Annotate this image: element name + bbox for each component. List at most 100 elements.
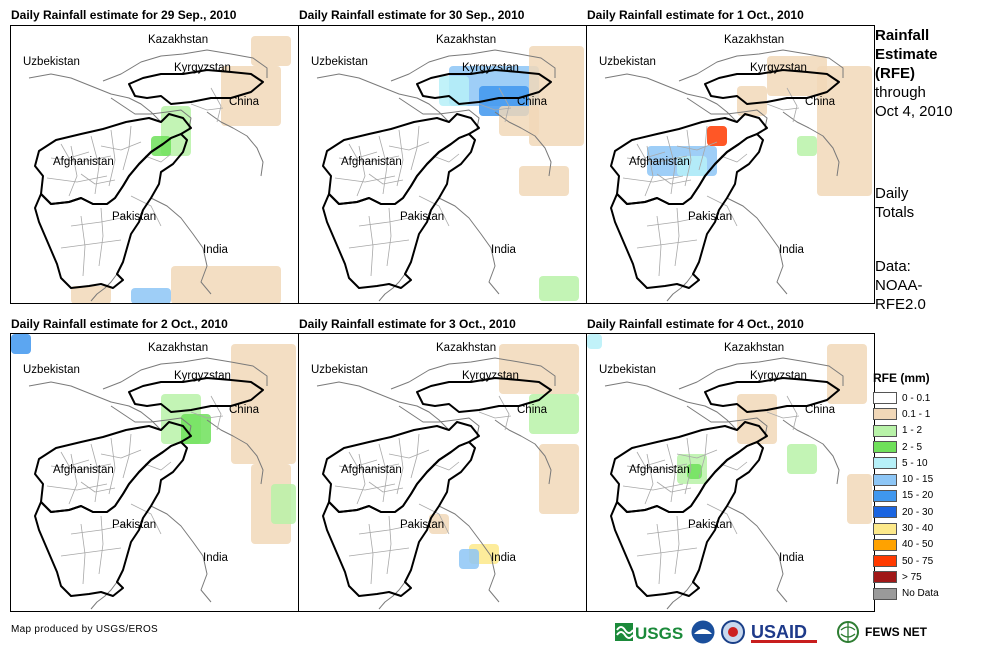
country-label-kyrgyzstan: Kyrgyzstan [750, 62, 807, 74]
legend-label: 1 - 2 [902, 425, 923, 437]
rain-patch [221, 66, 281, 126]
country-label-india: India [779, 244, 804, 256]
legend-item: No Data [873, 586, 939, 602]
country-label-kazakhstan: Kazakhstan [436, 342, 497, 354]
country-label-india: India [491, 552, 516, 564]
panel-title-4: Daily Rainfall estimate for 2 Oct., 2010 [11, 317, 228, 331]
country-label-uzbekistan: Uzbekistan [23, 364, 80, 376]
legend-swatch [873, 555, 897, 568]
rain-patch [499, 344, 579, 394]
sidebar-data-source: Data: NOAA- RFE2.0 [875, 257, 926, 314]
country-label-afghanistan: Afghanistan [53, 464, 114, 476]
legend-swatch [873, 489, 897, 502]
map-canvas [587, 334, 872, 610]
country-label-pakistan: Pakistan [112, 211, 157, 223]
legend-title: RFE (mm) [873, 371, 930, 385]
legend-item: 50 - 75 [873, 553, 939, 569]
legend-item: 40 - 50 [873, 537, 939, 553]
rain-patch [817, 66, 872, 196]
legend-swatch [873, 457, 897, 470]
legend-swatch [873, 441, 897, 454]
rain-patch [171, 266, 281, 303]
legend-label: No Data [902, 588, 939, 600]
country-label-pakistan: Pakistan [112, 519, 157, 531]
legend-item: 30 - 40 [873, 520, 939, 536]
legend-label: 0 - 0.1 [902, 392, 931, 404]
rain-patch [539, 276, 579, 301]
legend-item: 5 - 10 [873, 455, 939, 471]
country-label-afghanistan: Afghanistan [629, 156, 690, 168]
rain-patch [231, 344, 296, 464]
panel-title-3: Daily Rainfall estimate for 1 Oct., 2010 [587, 8, 804, 22]
country-label-afghanistan: Afghanistan [341, 156, 402, 168]
fewsnet-label: FEWS NET [865, 625, 927, 639]
rain-patch [677, 156, 707, 176]
legend-item: 20 - 30 [873, 504, 939, 520]
panel-title-5: Daily Rainfall estimate for 3 Oct., 2010 [299, 317, 516, 331]
legend-label: 40 - 50 [902, 539, 934, 551]
country-label-china: China [229, 96, 260, 108]
legend-label: 20 - 30 [902, 506, 934, 518]
map-canvas [11, 334, 296, 610]
country-label-uzbekistan: Uzbekistan [311, 364, 368, 376]
country-label-kazakhstan: Kazakhstan [148, 342, 209, 354]
country-label-pakistan: Pakistan [400, 211, 445, 223]
sidebar-totals: Totals [875, 204, 915, 221]
map-panel: Kazakhstan Uzbekistan Kyrgyzstan China Afgha… [10, 25, 299, 304]
sidebar-date: Oct 4, 2010 [875, 103, 953, 120]
usgs-label: USGS [635, 624, 683, 643]
country-label-kazakhstan: Kazakhstan [724, 342, 785, 354]
country-label-india: India [779, 552, 804, 564]
country-label-kyrgyzstan: Kyrgyzstan [750, 370, 807, 382]
panel-title-6: Daily Rainfall estimate for 4 Oct., 2010 [587, 317, 804, 331]
usaid-label: USAID [751, 622, 807, 642]
country-label-kazakhstan: Kazakhstan [724, 34, 785, 46]
country-label-china: China [805, 96, 836, 108]
map-canvas [604, 49, 872, 302]
rain-patch [737, 394, 777, 444]
legend-label: > 75 [902, 571, 922, 583]
rain-patch [847, 474, 872, 524]
map-panel: Kazakhstan Uzbekistan Kyrgyzstan China Afgha… [586, 25, 875, 304]
map-canvas [316, 46, 584, 302]
country-label-china: China [517, 404, 548, 416]
rain-patch [529, 46, 584, 146]
legend-item: 10 - 15 [873, 471, 939, 487]
legend: 0 - 0.1 0.1 - 1 1 - 2 2 - 5 5 - 10 10 - 15 15 … [873, 390, 939, 602]
country-label-afghanistan: Afghanistan [53, 156, 114, 168]
sidebar-title-line3: (RFE) [875, 65, 915, 82]
rain-patch [539, 444, 579, 514]
sidebar-daily-totals: Daily Totals [875, 184, 914, 222]
legend-label: 30 - 40 [902, 523, 934, 535]
legend-label: 0.1 - 1 [902, 408, 931, 420]
rain-patch [797, 136, 817, 156]
country-label-kyrgyzstan: Kyrgyzstan [174, 62, 231, 74]
country-label-pakistan: Pakistan [688, 519, 733, 531]
map-panel: Kazakhstan Uzbekistan Kyrgyzstan China Afgha… [586, 333, 875, 612]
legend-swatch [873, 408, 897, 421]
rain-patch [459, 549, 479, 569]
map-panel: Kazakhstan Uzbekistan Kyrgyzstan China Afgha… [298, 333, 587, 612]
legend-label: 50 - 75 [902, 555, 934, 567]
legend-swatch [873, 392, 897, 405]
rain-patch [737, 86, 767, 116]
sidebar-daily: Daily [875, 185, 909, 202]
rain-patch [519, 166, 569, 196]
sidebar-data-label: Data: [875, 258, 911, 275]
country-label-kazakhstan: Kazakhstan [436, 34, 497, 46]
rain-patch [131, 288, 171, 303]
legend-swatch [873, 587, 897, 600]
noaa-logo [691, 620, 715, 644]
legend-label: 10 - 15 [902, 474, 934, 486]
country-label-pakistan: Pakistan [400, 519, 445, 531]
legend-item: > 75 [873, 569, 939, 585]
map-panel: Kazakhstan Uzbekistan Kyrgyzstan China Afgha… [10, 333, 299, 612]
country-label-pakistan: Pakistan [688, 211, 733, 223]
legend-item: 1 - 2 [873, 423, 939, 439]
rain-patch [529, 394, 579, 434]
legend-item: 0 - 0.1 [873, 390, 939, 406]
country-label-afghanistan: Afghanistan [341, 464, 402, 476]
country-label-india: India [491, 244, 516, 256]
legend-item: 0.1 - 1 [873, 406, 939, 422]
country-label-uzbekistan: Uzbekistan [23, 56, 80, 68]
